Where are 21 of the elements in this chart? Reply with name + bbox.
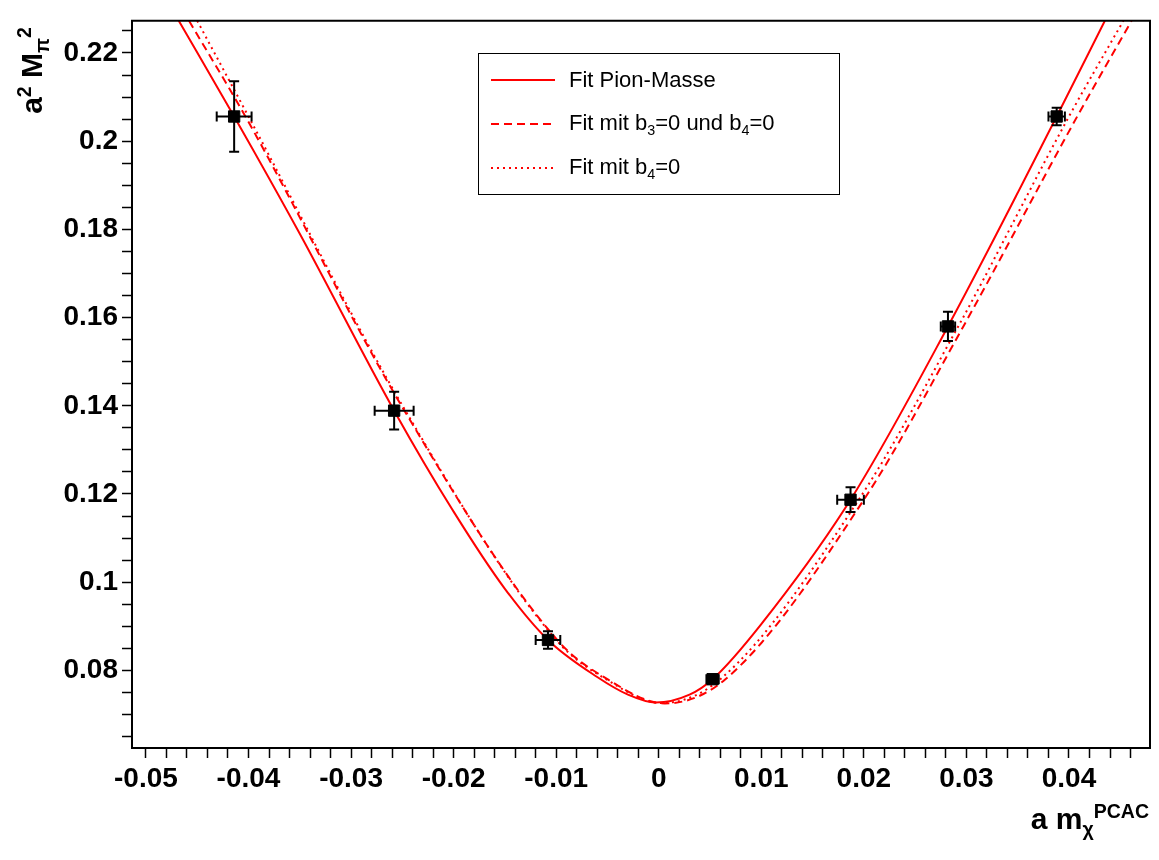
legend-label: Fit Pion-Masse: [569, 67, 716, 93]
x-tick-label: 0.03: [939, 761, 994, 793]
x-tick-label: 0.01: [734, 761, 789, 793]
x-tick-label: 0.04: [1041, 761, 1097, 793]
x-tick-label: -0.03: [319, 761, 383, 793]
x-tick-label: -0.05: [114, 761, 178, 793]
y-tick-label: 0.2: [79, 123, 118, 155]
legend-label: Fit mit b$_{4}$=0: [569, 153, 681, 183]
y-tick-label: 0.16: [63, 300, 118, 332]
x-tick-label: -0.04: [216, 761, 281, 793]
y-tick-label: 0.22: [63, 35, 118, 67]
y-tick-label: 0.1: [79, 564, 118, 596]
y-tick-label: 0.18: [63, 212, 118, 244]
legend-label: Fit mit b$_{3}$=0 und b$_{4}$=0: [569, 109, 775, 139]
x-tick-label: 0: [650, 761, 667, 793]
y-tick-label: 0.14: [63, 388, 119, 420]
y-tick-label: 0.08: [63, 653, 118, 685]
x-tick-label: -0.02: [421, 761, 486, 793]
y-tick-label: 0.12: [63, 476, 118, 508]
x-tick-label: 0.02: [836, 761, 892, 793]
x-tick-label: -0.01: [524, 761, 589, 793]
